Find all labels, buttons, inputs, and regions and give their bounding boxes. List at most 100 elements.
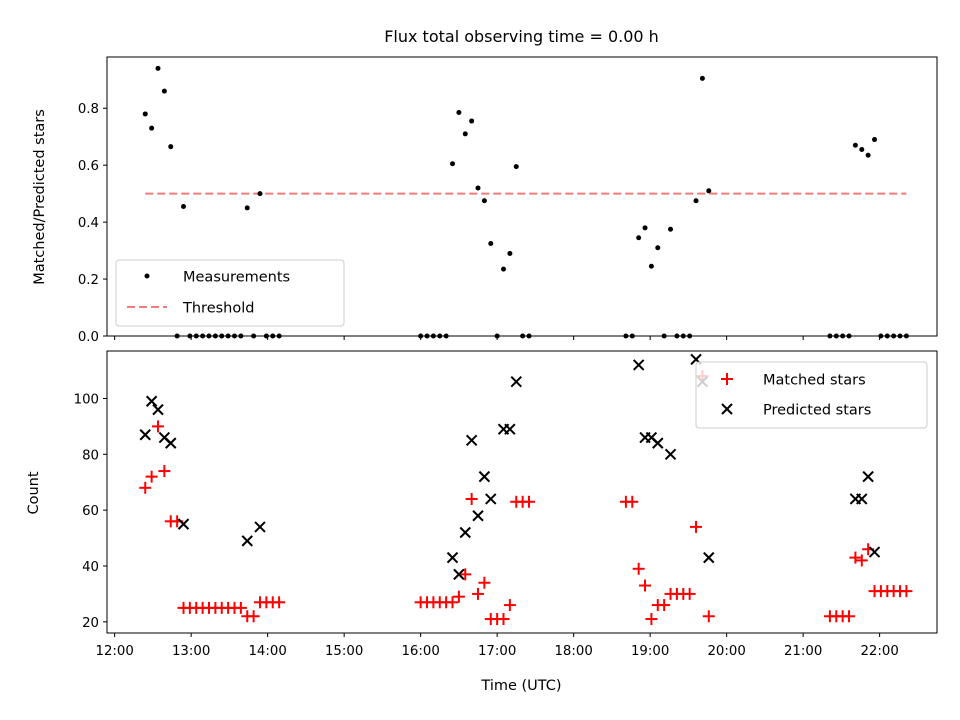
predicted-star-point (868, 546, 881, 558)
bottom-x-tick-label: 18:00 (554, 644, 592, 659)
bottom-x-tick-label: 13:00 (172, 644, 210, 659)
matched-star-point (843, 610, 856, 623)
matched-star-point (639, 579, 652, 592)
measurement-point (693, 198, 699, 204)
measurement-point (878, 333, 884, 339)
bottom-x-tick-label: 19:00 (631, 644, 669, 659)
measurement-point (142, 111, 148, 117)
matched-star-point (632, 562, 645, 575)
bottom-y-tick-label: 40 (82, 560, 99, 575)
predicted-star-point (165, 437, 177, 449)
measurement-point (526, 333, 532, 339)
measurement-point (891, 333, 897, 339)
bottom-x-tick-label: 20:00 (707, 644, 745, 659)
matched-star-point (690, 520, 703, 533)
bottom-panel: 20 40 60 80 100 12:00 13:00 14:00 15:00 16:00 17:… (26, 350, 938, 694)
measurement-point (469, 118, 475, 124)
matched-star-point (446, 596, 459, 609)
matched-star-point (849, 551, 862, 564)
bottom-x-tick-label: 17:00 (478, 644, 516, 659)
bottom-y-tick-label: 100 (74, 392, 99, 407)
legend-predicted-label: Predicted stars (763, 403, 871, 419)
bottom-legend-box (695, 361, 928, 429)
measurement-point (424, 333, 430, 339)
bottom-y-tick-label: 60 (82, 504, 99, 519)
measurement-point (462, 131, 468, 137)
top-y-axis-label: Matched/Predicted stars (32, 109, 48, 285)
matched-star-point (452, 590, 465, 603)
legend-measurements-label: Measurements (183, 270, 290, 286)
measurement-point (450, 161, 456, 167)
bottom-y-tick-label: 80 (82, 448, 99, 463)
measurement-point (193, 333, 199, 339)
measurement-point (897, 333, 903, 339)
predicted-star-point (152, 403, 164, 416)
predicted-star-point (862, 470, 874, 483)
legend-matched-marker (721, 373, 733, 385)
predicted-star-point (485, 493, 497, 505)
top-legend-box (115, 259, 345, 327)
matched-star-point (145, 470, 158, 483)
measurement-point (827, 333, 833, 339)
measurement-point (161, 88, 167, 94)
predicted-star-point (510, 376, 522, 388)
measurement-point (270, 333, 276, 339)
measurement-point (680, 333, 686, 339)
top-y-tick-label: 0.2 (78, 273, 99, 288)
top-y-tick-label: 0.4 (78, 216, 99, 231)
measurement-point (200, 333, 206, 339)
measurement-point (443, 333, 449, 339)
bottom-x-tick-label: 21:00 (784, 644, 822, 659)
measurement-point (155, 65, 161, 71)
measurement-point (520, 333, 526, 339)
bottom-x-tick-label: 12:00 (95, 644, 133, 659)
matched-star-point (855, 554, 868, 567)
matched-star-point (702, 610, 715, 623)
matched-star-point (234, 601, 247, 614)
matched-star-point (478, 576, 491, 589)
legend-matched-label: Matched stars (763, 373, 866, 389)
measurement-point (488, 240, 494, 246)
measurement-point (257, 191, 263, 197)
bottom-y-axis-label: Count (26, 471, 42, 514)
predicted-star-point (472, 510, 484, 522)
measurement-point (180, 203, 186, 209)
matched-star-point (465, 492, 478, 505)
matched-star-point (900, 585, 913, 598)
bottom-legend: Matched stars Predicted stars (695, 361, 928, 429)
predicted-star-point (703, 551, 715, 564)
matched-star-point (273, 596, 286, 609)
measurement-point (418, 333, 424, 339)
predicted-star-point (145, 395, 158, 407)
top-y-tick-label: 0.8 (78, 102, 99, 117)
measurement-point (263, 333, 269, 339)
measurement-point (212, 333, 218, 339)
bottom-x-tick-label: 15:00 (325, 644, 363, 659)
bottom-x-tick-label: 16:00 (401, 644, 439, 659)
matched-star-point (158, 465, 171, 478)
bottom-x-tick-label: 14:00 (248, 644, 286, 659)
top-y-ticks: 0.0 0.2 0.4 0.6 0.8 (78, 102, 107, 345)
matched-star-point (497, 613, 510, 626)
bottom-y-tick-label: 20 (82, 616, 99, 631)
predicted-star-point (664, 448, 677, 461)
measurement-point (636, 235, 642, 241)
measurement-point (206, 333, 212, 339)
measurement-point (481, 198, 487, 204)
predicted-star-point (254, 521, 266, 533)
matched-star-point (523, 495, 536, 508)
matched-star-point (658, 599, 671, 612)
predicted-star-point (652, 437, 664, 449)
predicted-star-point (632, 359, 645, 371)
bottom-x-axis-label: Time (UTC) (480, 678, 561, 694)
matched-star-point (645, 613, 658, 626)
measurement-point (699, 75, 705, 81)
measurement-point (168, 144, 174, 150)
predicted-star-point (241, 535, 253, 547)
matched-star-point (459, 568, 472, 581)
measurement-point (661, 333, 667, 339)
measurement-point (840, 333, 846, 339)
measurement-point (475, 185, 481, 191)
matched-star-point (683, 587, 696, 600)
measurement-point (852, 142, 858, 148)
